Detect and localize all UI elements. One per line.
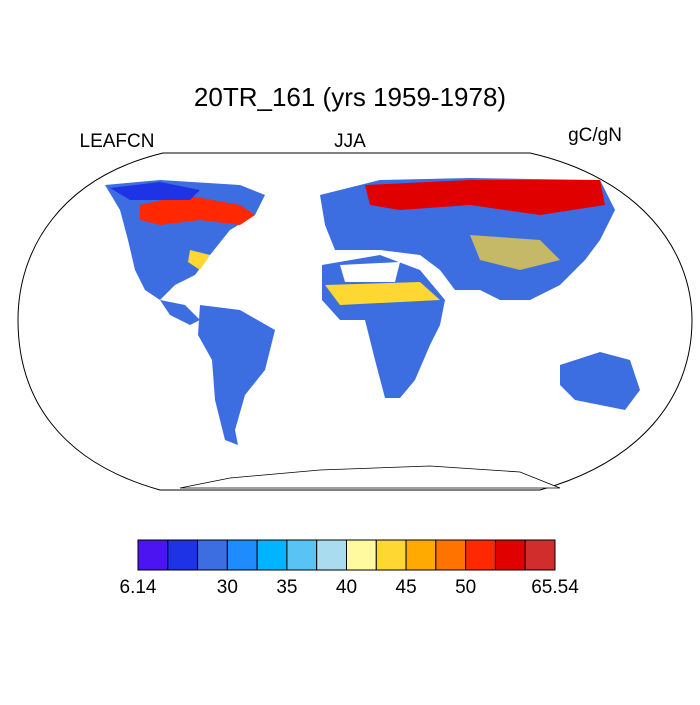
colorbar-box — [137, 539, 169, 571]
colorbar-label: 50 — [455, 577, 476, 598]
colorbar-box — [524, 539, 556, 571]
season-label: JJA — [334, 131, 366, 152]
colorbar-box — [405, 539, 437, 571]
land — [110, 182, 200, 200]
colorbar-box — [226, 539, 258, 571]
land — [140, 195, 255, 225]
colorbar-label: 6.14 — [120, 577, 157, 598]
units-label: gC/gN — [568, 125, 622, 146]
land — [188, 250, 210, 270]
colorbar-box — [375, 539, 407, 571]
colorbar-box — [346, 539, 377, 571]
colorbar-label: 40 — [336, 577, 357, 598]
colorbar-box — [286, 539, 318, 571]
variable-label: LEAFCN — [80, 131, 155, 152]
colorbar-box — [167, 539, 199, 571]
colorbar-label: 30 — [217, 577, 238, 598]
land — [470, 235, 560, 270]
land — [340, 262, 400, 282]
colorbar-label: 35 — [276, 577, 297, 598]
colorbar-label: 65.54 — [531, 577, 579, 598]
land — [365, 180, 605, 215]
colorbar-box — [494, 539, 526, 571]
colorbar-box — [256, 539, 288, 571]
colorbar-box — [465, 539, 496, 571]
land — [198, 305, 275, 445]
colorbar-box — [316, 539, 348, 571]
colorbar: 6.14 30 35 40 45 50 65.54 — [120, 539, 579, 598]
land — [560, 352, 640, 410]
land — [160, 300, 200, 325]
land — [325, 282, 440, 305]
land — [179, 465, 561, 489]
title: 20TR_161 (yrs 1959-1978) — [194, 82, 506, 112]
colorbar-label: 45 — [396, 577, 417, 598]
colorbar-box — [197, 539, 228, 571]
colorbar-box — [435, 539, 467, 571]
map — [17, 152, 693, 491]
